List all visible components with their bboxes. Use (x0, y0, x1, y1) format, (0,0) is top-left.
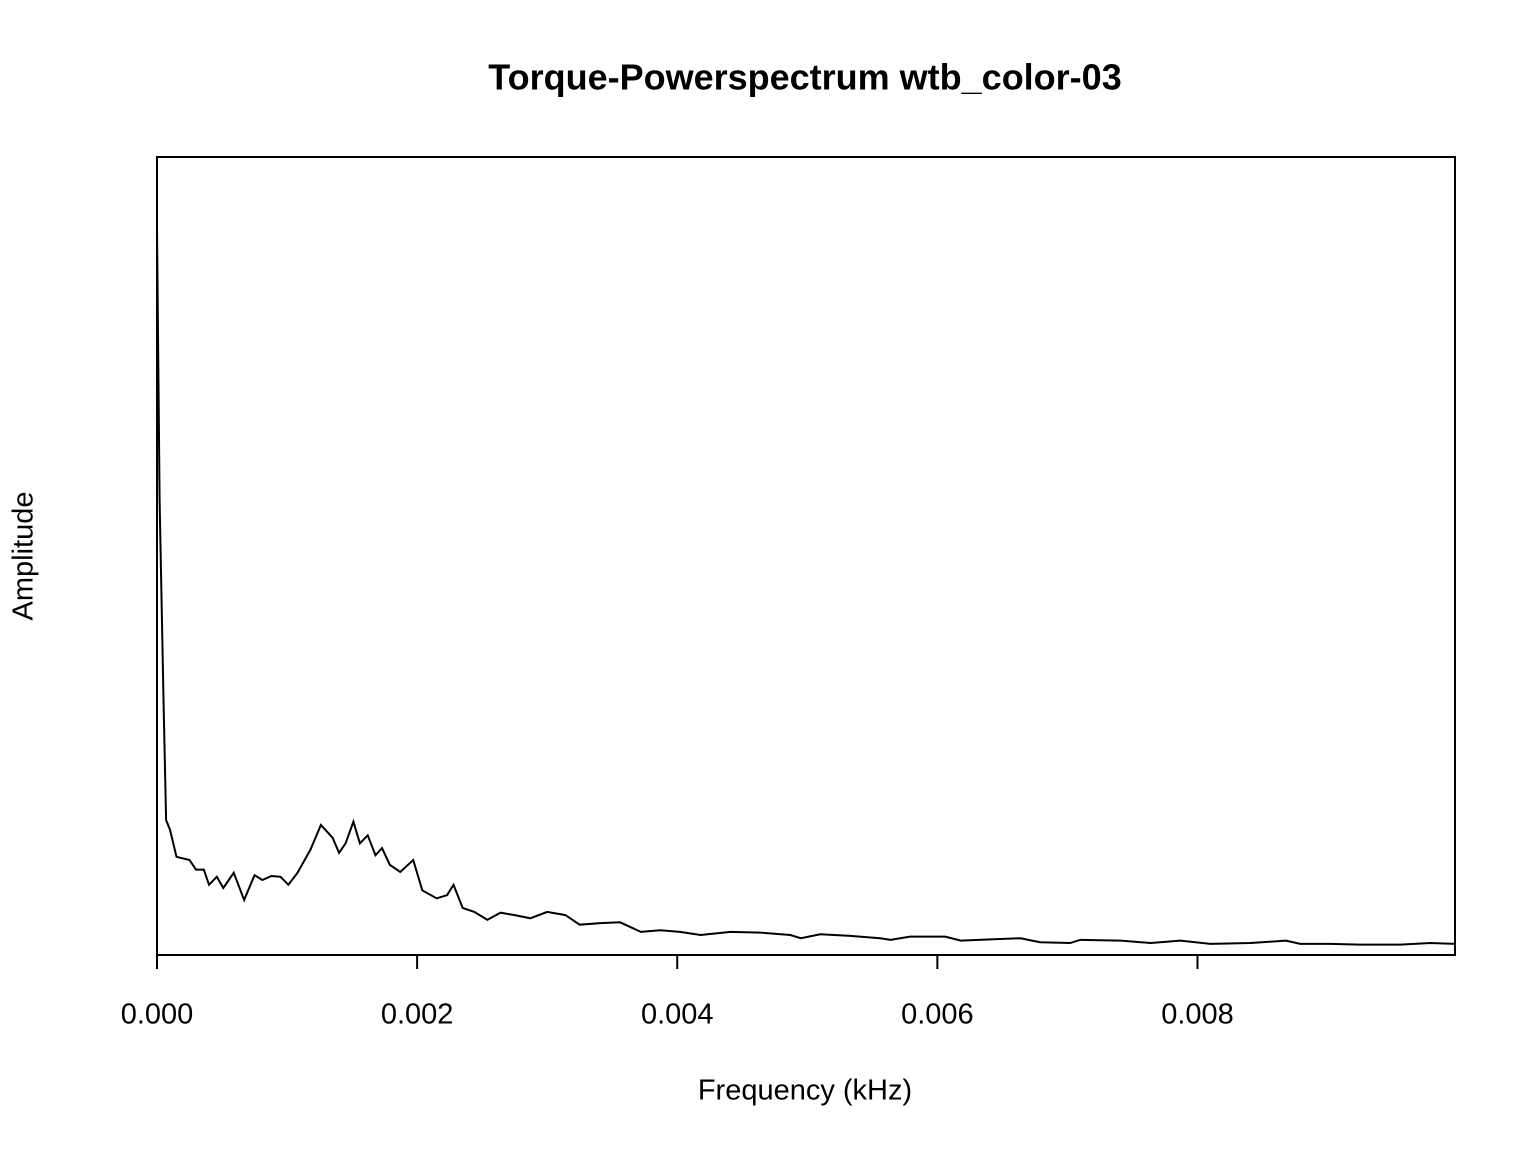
x-tick-label: 0.008 (1161, 999, 1234, 1031)
x-axis-label: Frequency (kHz) (698, 1075, 912, 1107)
x-tick-label: 0.004 (641, 999, 714, 1031)
plot-frame (156, 156, 1456, 956)
x-tick-label: 0.002 (381, 999, 454, 1031)
x-tick-label: 0.000 (121, 999, 194, 1031)
y-axis-label: Amplitude (8, 492, 40, 621)
chart-title: Torque-Powerspectrum wtb_color-03 (488, 57, 1121, 98)
spectrum-line (156, 229, 1456, 946)
x-tick-label: 0.006 (901, 999, 974, 1031)
